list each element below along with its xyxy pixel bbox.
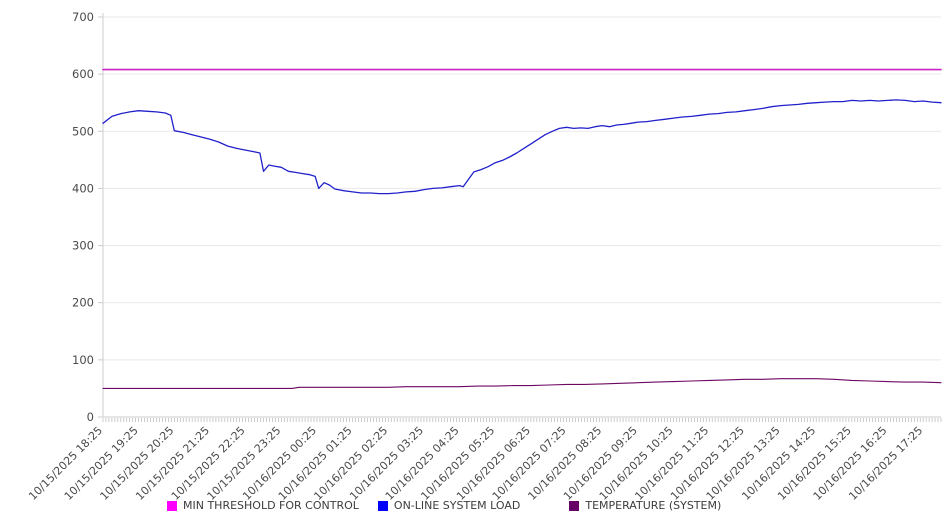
y-axis-label: 300 bbox=[72, 239, 94, 253]
y-axis-label: 600 bbox=[72, 67, 94, 81]
legend-item-temperature: TEMPERATURE (SYSTEM) bbox=[569, 499, 721, 512]
temperature-swatch-icon bbox=[569, 500, 580, 511]
series-line-on-line-system-load bbox=[102, 99, 942, 195]
legend-label-system-load: ON-LINE SYSTEM LOAD bbox=[393, 499, 521, 512]
chart-legend: MIN THRESHOLD FOR CONTROL ON-LINE SYSTEM… bbox=[167, 499, 721, 512]
legend-label-temperature: TEMPERATURE (SYSTEM) bbox=[585, 499, 722, 512]
y-axis-label: 0 bbox=[87, 410, 94, 424]
y-axis-label: 200 bbox=[72, 296, 94, 310]
y-axis-label: 100 bbox=[72, 353, 94, 367]
series-line-temperature-system- bbox=[102, 378, 942, 389]
system-load-swatch-icon bbox=[377, 500, 388, 511]
y-axis-label: 700 bbox=[72, 10, 94, 24]
legend-item-system-load: ON-LINE SYSTEM LOAD bbox=[377, 499, 521, 512]
legend-label-min-threshold: MIN THRESHOLD FOR CONTROL bbox=[183, 499, 359, 512]
min-threshold-swatch-icon bbox=[167, 500, 177, 511]
legend-item-min-threshold: MIN THRESHOLD FOR CONTROL bbox=[167, 499, 359, 512]
y-axis-label: 400 bbox=[72, 181, 94, 195]
y-axis-label: 500 bbox=[72, 124, 94, 138]
